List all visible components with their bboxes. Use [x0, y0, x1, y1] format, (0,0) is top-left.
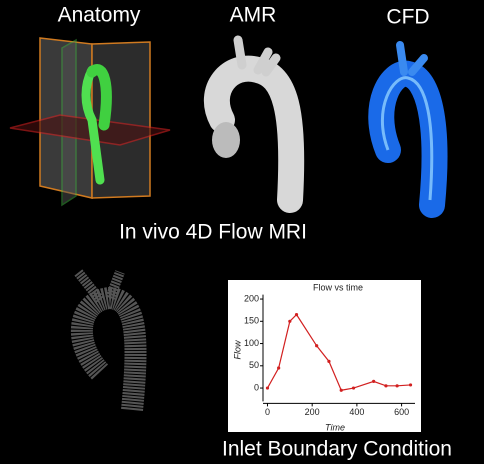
label: Inlet Boundary Condition: [222, 438, 452, 461]
point: [395, 384, 399, 388]
y-tick-label: 200: [244, 293, 259, 303]
line: [266, 313, 411, 391]
point: [351, 386, 356, 390]
point: [339, 388, 343, 392]
amr-image: [203, 35, 305, 213]
point: [315, 344, 319, 348]
point: [327, 359, 331, 363]
label: In vivo 4D Flow MRI: [119, 221, 307, 244]
y-tick-label: 100: [244, 338, 259, 348]
x-tick-label: 400: [349, 407, 364, 417]
label: AMR: [230, 4, 277, 27]
y-tick-label: 50: [249, 360, 259, 370]
mri-image: [71, 268, 147, 412]
x-axis-label: Time: [325, 422, 345, 432]
point: [288, 319, 292, 323]
x-tick-label: 200: [305, 407, 320, 417]
chart-title: Flow vs time: [313, 282, 363, 292]
x-tick-label: 0: [265, 407, 270, 417]
point: [408, 383, 413, 387]
anatomy-image: [9, 37, 171, 207]
label: Anatomy: [58, 4, 141, 27]
label: CFD: [386, 6, 429, 29]
y-tick-label: 0: [254, 382, 259, 392]
x-tick-label: 600: [394, 407, 409, 417]
point: [372, 379, 376, 383]
cfd-image: [368, 41, 448, 218]
point: [277, 366, 281, 370]
point: [294, 313, 299, 317]
y-axis-label: Flow: [232, 340, 242, 360]
point: [384, 384, 388, 388]
y-tick-label: 150: [244, 316, 259, 326]
point: [265, 386, 270, 390]
